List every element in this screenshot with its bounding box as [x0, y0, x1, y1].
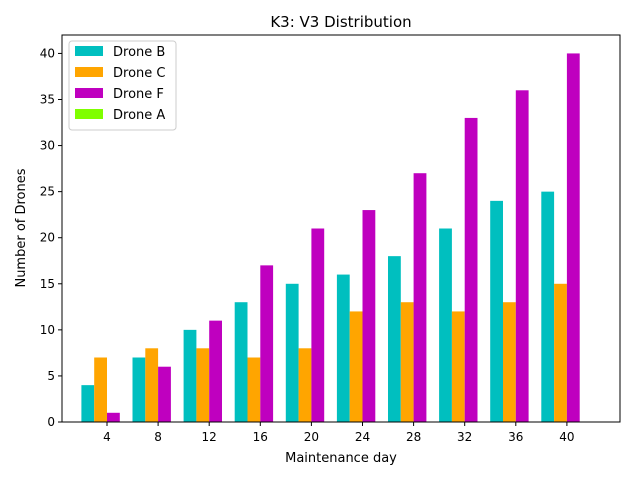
x-tick-label: 40 — [559, 430, 574, 444]
bar-drone-f-32 — [464, 117, 478, 423]
legend-label-drone-c: Drone C — [113, 66, 165, 81]
bar-drone-f-20 — [311, 228, 325, 422]
y-tick-label: 25 — [40, 185, 55, 199]
bar-drone-b-8 — [132, 357, 146, 422]
legend-swatch-drone-f — [75, 88, 103, 98]
chart-title: K3: V3 Distribution — [270, 13, 411, 31]
legend-swatch-drone-b — [75, 46, 103, 56]
y-tick-label: 10 — [40, 323, 55, 337]
bar-drone-c-4 — [94, 357, 107, 422]
y-tick-label: 40 — [40, 46, 55, 60]
bar-drone-b-12 — [183, 329, 197, 422]
y-tick-label: 15 — [40, 277, 55, 291]
y-tick-label: 0 — [47, 415, 55, 429]
x-tick-label: 12 — [202, 430, 217, 444]
x-tick-label: 24 — [355, 430, 370, 444]
legend-swatch-drone-c — [75, 67, 103, 77]
bar-drone-f-24 — [362, 210, 376, 422]
y-axis-label: Number of Drones — [14, 168, 29, 287]
plot-frame — [61, 34, 621, 423]
x-axis: 4 8 12 16 20 24 28 32 36 40 — [103, 422, 575, 444]
bar-drone-b-32 — [439, 228, 452, 422]
bar-drone-f-12 — [209, 320, 222, 422]
y-axis: 0 5 10 15 20 25 30 35 40 — [40, 46, 62, 429]
bar-drone-c-40 — [554, 283, 567, 422]
y-tick-label: 5 — [47, 369, 55, 383]
x-tick-label: 36 — [508, 430, 523, 444]
bar-drone-f-8 — [158, 366, 171, 422]
bar-drone-c-8 — [145, 348, 159, 422]
x-tick-label: 16 — [253, 430, 268, 444]
legend-label-drone-f: Drone F — [113, 87, 164, 102]
bar-drone-b-36 — [490, 200, 503, 422]
bar-drone-b-4 — [81, 385, 95, 422]
y-tick-label: 20 — [40, 231, 55, 245]
bar-drone-f-16 — [260, 265, 274, 422]
x-tick-label: 32 — [457, 430, 472, 444]
legend-box — [68, 40, 177, 131]
bars-layer — [81, 53, 580, 423]
y-tick-label: 30 — [40, 139, 55, 153]
x-tick-label: 4 — [103, 430, 111, 444]
bar-drone-b-40 — [541, 191, 555, 422]
bar-drone-c-16 — [247, 357, 261, 422]
x-tick-label: 20 — [304, 430, 319, 444]
legend-label-drone-b: Drone B — [113, 45, 165, 60]
bar-drone-f-28 — [413, 173, 427, 422]
bar-drone-f-4 — [107, 412, 120, 422]
bar-drone-b-20 — [285, 283, 299, 422]
x-tick-label: 28 — [406, 430, 421, 444]
bar-drone-c-28 — [400, 302, 414, 422]
bar-drone-c-12 — [196, 348, 210, 422]
bar-drone-b-28 — [388, 256, 401, 422]
legend-label-drone-a: Drone A — [113, 108, 165, 123]
x-axis-label: Maintenance day — [285, 451, 397, 466]
legend: Drone B Drone C Drone F Drone A — [68, 40, 177, 131]
bar-drone-f-40 — [566, 53, 580, 423]
x-tick-label: 8 — [154, 430, 162, 444]
bar-drone-c-36 — [503, 302, 516, 422]
legend-swatch-drone-a — [75, 109, 103, 119]
bar-drone-b-16 — [234, 302, 248, 422]
bar-drone-c-24 — [349, 311, 363, 422]
bar-drone-b-24 — [336, 274, 350, 422]
y-tick-label: 35 — [40, 93, 55, 107]
bar-drone-f-36 — [515, 90, 529, 422]
bar-drone-c-20 — [298, 348, 312, 422]
bar-drone-c-32 — [451, 311, 465, 422]
